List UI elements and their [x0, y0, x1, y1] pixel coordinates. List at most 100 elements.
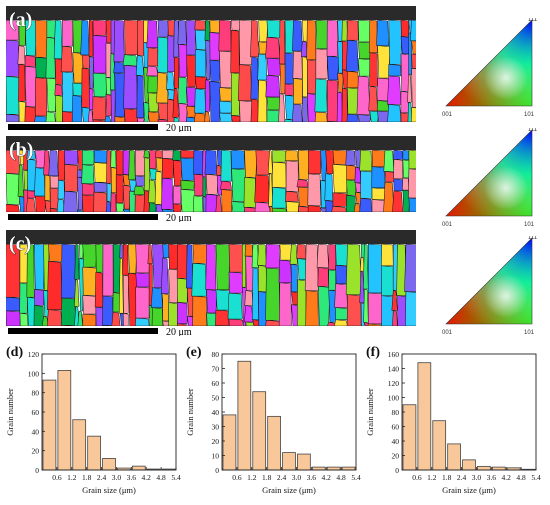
histogram-bar — [72, 419, 87, 471]
x-tick-label: 1.8 — [262, 473, 272, 482]
y-tick-label: 30 — [212, 423, 220, 432]
x-tick-label: 4.8 — [516, 473, 526, 482]
x-tick-label: 1.8 — [442, 473, 452, 482]
x-tick-label: 1.8 — [82, 473, 92, 482]
x-axis-label: Grain size (μm) — [442, 485, 496, 495]
y-tick-label: 140 — [388, 365, 400, 374]
y-tick-label: 80 — [32, 389, 40, 398]
y-tick-label: 80 — [212, 350, 220, 359]
scale-bar-label: 20 μm — [166, 327, 192, 336]
histogram-bar — [87, 435, 101, 471]
histogram-bar — [282, 452, 296, 471]
ipf-label-001: 001 — [442, 222, 453, 228]
y-tick-label: 120 — [28, 350, 40, 359]
ebsd-map-c: 20 μm (c) — [6, 230, 416, 336]
scale-bar — [8, 214, 158, 220]
y-tick-label: 80 — [392, 408, 400, 417]
histogram-bar — [417, 362, 432, 471]
x-tick-label: 2.4 — [97, 473, 107, 482]
y-axis-label: Grain number — [5, 388, 15, 436]
histogram-e-chart: 0 10 20 30 40 50 60 70 80 0.6 1.2 1.8 2.4 3.0 3.6 4.2 4.… — [185, 345, 361, 495]
x-tick-label: 0.6 — [412, 473, 422, 482]
x-tick-label: 0.6 — [52, 473, 62, 482]
panel-letter: (e) — [186, 345, 202, 360]
ebsd-map-a: 20 μm (a) — [6, 6, 416, 132]
y-tick-label: 20 — [32, 447, 40, 456]
x-axis-label: Grain size (μm) — [262, 485, 316, 495]
histogram-f: 0 20 40 60 80 100 120 140 160 0.6 1.2 1.8 2.4 3.0 3.6 4… — [364, 340, 548, 505]
histogram-bar — [447, 443, 461, 471]
histogram-bar — [57, 370, 72, 471]
y-tick-label: 40 — [32, 427, 40, 436]
histogram-e: 0 10 20 30 40 50 60 70 80 0.6 1.2 1.8 2.4 3.0 3.6 4.2 4.… — [184, 340, 368, 505]
scale-bar-label: 20 μm — [166, 123, 192, 132]
histogram-bar — [432, 420, 447, 471]
panel-letter: (f) — [366, 345, 380, 360]
ipf-label-101: 101 — [524, 222, 535, 228]
ebsd-map-c-image: 20 μm (c) — [6, 230, 416, 336]
y-tick-label: 60 — [32, 408, 40, 417]
x-tick-label: 1.2 — [427, 473, 437, 482]
x-tick-label: 0.6 — [232, 473, 242, 482]
x-tick-label: 1.2 — [247, 473, 257, 482]
scale-bar — [8, 328, 158, 334]
ipf-label-111: 111 — [528, 236, 538, 241]
y-tick-label: 100 — [28, 369, 40, 378]
x-tick-label: 2.4 — [457, 473, 467, 482]
ipf-triangle: 111 001 101 — [442, 235, 538, 336]
histogram-bar — [222, 414, 237, 471]
panel-letter: (c) — [9, 233, 31, 255]
ebsd-map-b: 20 μm (b) — [6, 136, 416, 222]
ebsd-map-a-image: 20 μm (a) — [6, 6, 416, 132]
y-tick-label: 0 — [215, 466, 219, 475]
y-tick-label: 50 — [212, 394, 220, 403]
x-tick-label: 4.8 — [336, 473, 346, 482]
y-tick-label: 0 — [35, 466, 39, 475]
histogram-d: 0 20 40 60 80 100 120 0.6 1.2 1.8 2.4 3.0 3.6 4.2 4.8 5… — [4, 340, 188, 505]
ipf-label-111: 111 — [528, 18, 538, 23]
y-tick-label: 20 — [212, 437, 220, 446]
ipf-key-b: 111 001 101 — [436, 127, 544, 239]
y-tick-label: 20 — [392, 452, 400, 461]
y-axis-label: Grain number — [185, 388, 195, 436]
ebsd-map-b-image: 20 μm (b) — [6, 136, 416, 222]
y-tick-label: 60 — [392, 423, 400, 432]
ipf-key-a: 111 001 101 — [436, 17, 544, 129]
x-tick-label: 3.6 — [487, 473, 497, 482]
x-tick-label: 3.0 — [112, 473, 122, 482]
histogram-f-chart: 0 20 40 60 80 100 120 140 160 0.6 1.2 1.8 2.4 3.0 3.6 4… — [365, 345, 541, 495]
histogram-bar — [252, 391, 267, 471]
histogram-bar — [297, 453, 311, 471]
x-tick-label: 4.2 — [502, 473, 512, 482]
histogram-bar — [462, 459, 476, 471]
x-tick-label: 4.8 — [156, 473, 166, 482]
y-tick-label: 60 — [212, 379, 220, 388]
y-tick-label: 40 — [212, 408, 220, 417]
histogram-bar — [131, 465, 146, 471]
x-tick-label: 5.4 — [171, 473, 181, 482]
scale-bar-label: 20 μm — [166, 213, 192, 222]
panel-letter: (d) — [6, 345, 23, 360]
panel-letter: (b) — [9, 139, 33, 161]
y-tick-label: 70 — [212, 365, 220, 374]
y-tick-label: 40 — [392, 437, 400, 446]
x-tick-label: 3.6 — [307, 473, 317, 482]
x-axis-label: Grain size (μm) — [82, 485, 136, 495]
x-tick-label: 3.0 — [292, 473, 302, 482]
x-tick-label: 2.4 — [277, 473, 287, 482]
y-tick-label: 10 — [212, 452, 220, 461]
x-tick-label: 4.2 — [322, 473, 332, 482]
x-tick-label: 1.2 — [67, 473, 77, 482]
ipf-label-001: 001 — [442, 330, 453, 336]
panel-letter: (a) — [9, 9, 32, 31]
scale-bar — [8, 124, 158, 130]
x-tick-label: 5.4 — [351, 473, 361, 482]
grain-mosaic — [6, 243, 416, 327]
ipf-triangle: 111 001 101 — [442, 127, 538, 228]
x-tick-label: 3.6 — [127, 473, 137, 482]
histogram-bar — [42, 379, 57, 471]
ipf-label-101: 101 — [524, 112, 535, 118]
y-tick-label: 0 — [395, 466, 399, 475]
histogram-bar — [402, 404, 417, 471]
y-tick-label: 120 — [388, 379, 400, 388]
